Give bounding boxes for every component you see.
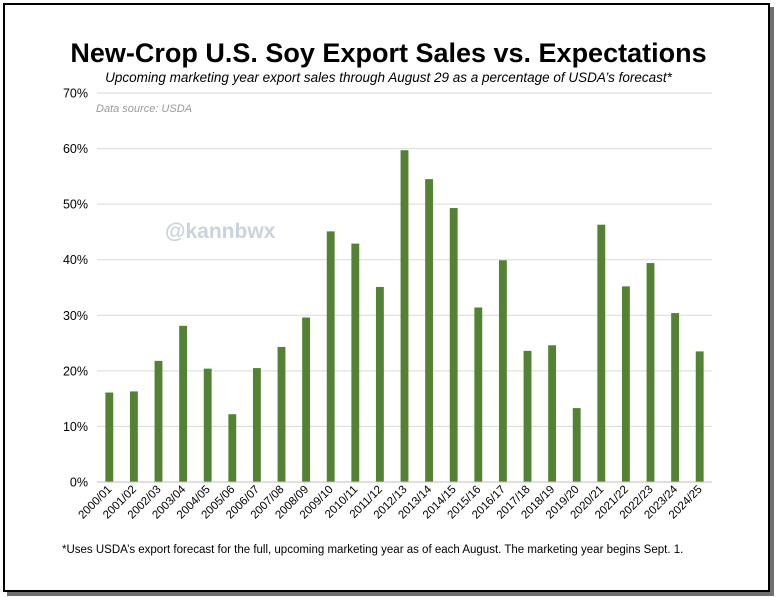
y-tick-label: 0% (70, 476, 88, 490)
bar (572, 408, 581, 482)
y-axis-ticks: 0% 10% 20% 30% 40% 50% 60% 70% (63, 87, 88, 490)
bar (252, 368, 261, 482)
bar (105, 392, 114, 482)
y-tick-label: 50% (63, 198, 88, 212)
bar (498, 260, 507, 482)
watermark: @kannbwx (165, 220, 276, 243)
bar (400, 150, 409, 482)
bars (105, 150, 704, 483)
footnote: *Uses USDA’s export forecast for the ful… (62, 544, 684, 556)
bar (474, 307, 483, 482)
bar (597, 224, 606, 482)
y-tick-label: 40% (63, 253, 88, 267)
bar (302, 317, 311, 482)
bar (695, 351, 704, 482)
chart-frame (3, 3, 770, 592)
bar (154, 360, 163, 482)
chart-title: New-Crop U.S. Soy Export Sales vs. Expec… (70, 38, 707, 68)
bar (671, 313, 680, 482)
bar (326, 231, 335, 482)
bar (548, 345, 557, 482)
y-tick-label: 30% (63, 309, 88, 323)
bar (646, 263, 655, 482)
y-tick-label: 10% (63, 420, 88, 434)
bar (425, 179, 434, 482)
bar (375, 286, 384, 482)
bar (179, 325, 188, 482)
data-source-note: Data source: USDA (96, 103, 192, 115)
x-axis-ticks: 2000/012001/022002/032003/042004/052005/… (77, 483, 705, 521)
y-tick-label: 20% (63, 364, 88, 378)
y-tick-label: 70% (63, 87, 88, 101)
bar (228, 414, 237, 482)
chart-subtitle: Upcoming marketing year export sales thr… (105, 70, 672, 85)
bar (129, 391, 138, 482)
bar (523, 350, 532, 482)
y-tick-label: 60% (63, 142, 88, 156)
bar (621, 286, 630, 482)
bar (351, 243, 360, 482)
bar (203, 368, 212, 482)
bar (449, 208, 458, 483)
bar (277, 346, 286, 482)
